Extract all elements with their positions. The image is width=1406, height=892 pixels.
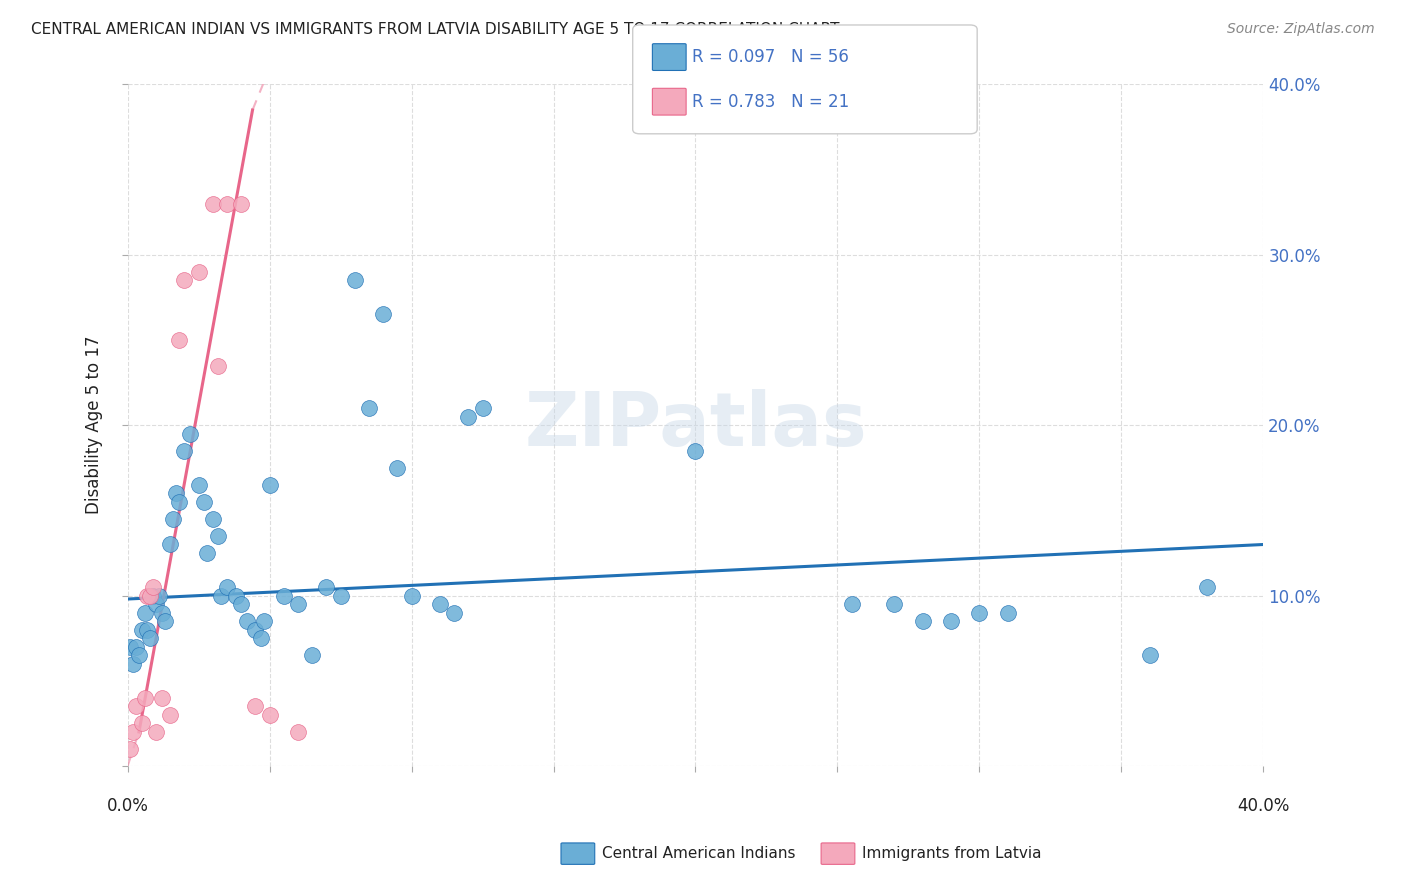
Point [165, 486, 187, 500]
Point [343, 273, 366, 287]
Point [167, 495, 190, 509]
Point [167, 333, 190, 347]
Point [939, 614, 962, 628]
Point [201, 512, 224, 526]
Point [187, 265, 209, 279]
Point [457, 409, 479, 424]
Point [125, 699, 148, 714]
Point [329, 589, 352, 603]
Point [120, 640, 142, 654]
Point [125, 640, 148, 654]
Point [1195, 580, 1218, 594]
Point [139, 631, 162, 645]
Point [301, 648, 323, 663]
Point [173, 273, 195, 287]
Y-axis label: Disability Age 5 to 17: Disability Age 5 to 17 [86, 336, 103, 515]
Text: 40.0%: 40.0% [1237, 797, 1289, 814]
Text: R = 0.783   N = 21: R = 0.783 N = 21 [692, 93, 849, 111]
Point [259, 478, 281, 492]
Point [159, 707, 181, 722]
Point [273, 589, 295, 603]
Point [134, 690, 156, 705]
Point [134, 606, 156, 620]
Point [215, 580, 238, 594]
Point [259, 707, 281, 722]
Point [443, 606, 465, 620]
Point [179, 426, 201, 441]
Point [120, 742, 142, 756]
Point [287, 725, 309, 739]
Point [162, 512, 184, 526]
Text: Central American Indians: Central American Indians [602, 847, 796, 861]
Point [195, 546, 218, 560]
Point [153, 614, 176, 628]
Point [139, 589, 162, 603]
Point [253, 614, 276, 628]
Point [207, 529, 229, 543]
Text: R = 0.097   N = 56: R = 0.097 N = 56 [692, 48, 849, 66]
Point [997, 606, 1019, 620]
Point [131, 623, 153, 637]
Point [357, 401, 380, 416]
Text: Immigrants from Latvia: Immigrants from Latvia [862, 847, 1042, 861]
Point [969, 606, 991, 620]
Point [1139, 648, 1161, 663]
Point [122, 657, 145, 671]
Point [315, 580, 337, 594]
Point [245, 623, 267, 637]
Point [150, 606, 173, 620]
Point [429, 597, 451, 611]
Point [136, 589, 159, 603]
Point [122, 725, 145, 739]
Text: Source: ZipAtlas.com: Source: ZipAtlas.com [1227, 22, 1375, 37]
Point [883, 597, 905, 611]
Point [231, 597, 253, 611]
Point [373, 308, 395, 322]
Point [236, 614, 259, 628]
Point [145, 725, 167, 739]
Point [224, 589, 246, 603]
Point [287, 597, 309, 611]
Text: CENTRAL AMERICAN INDIAN VS IMMIGRANTS FROM LATVIA DISABILITY AGE 5 TO 17 CORRELA: CENTRAL AMERICAN INDIAN VS IMMIGRANTS FR… [31, 22, 839, 37]
Point [201, 196, 224, 211]
Point [215, 196, 238, 211]
Point [145, 597, 167, 611]
Point [173, 443, 195, 458]
Point [159, 537, 181, 551]
Point [250, 631, 273, 645]
Point [187, 478, 209, 492]
Point [685, 443, 707, 458]
Point [387, 460, 409, 475]
Point [150, 690, 173, 705]
Point [136, 623, 159, 637]
Point [207, 359, 229, 373]
Point [128, 648, 150, 663]
Point [209, 589, 232, 603]
Point [142, 580, 165, 594]
Point [142, 589, 165, 603]
Point [231, 196, 253, 211]
Point [841, 597, 863, 611]
Point [911, 614, 934, 628]
Point [131, 716, 153, 731]
Point [148, 589, 170, 603]
Point [471, 401, 494, 416]
Point [193, 495, 215, 509]
Point [401, 589, 423, 603]
Text: 0.0%: 0.0% [107, 797, 149, 814]
Point [245, 699, 267, 714]
Text: ZIPatlas: ZIPatlas [524, 389, 866, 462]
